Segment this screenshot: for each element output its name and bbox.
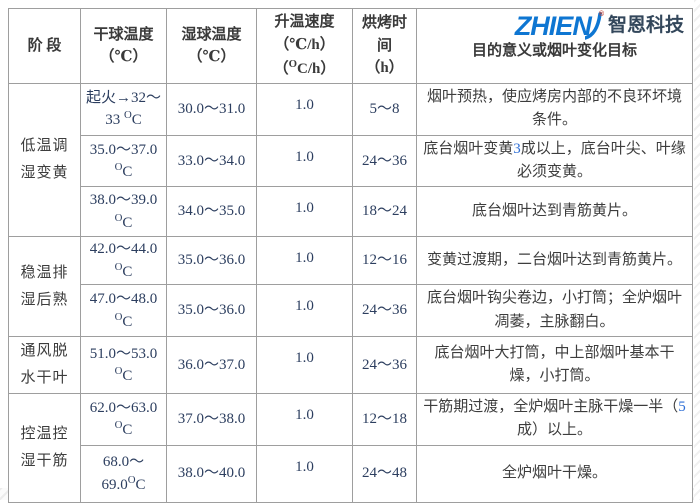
header-dry-line2: （℃） bbox=[99, 49, 148, 65]
table-row: 47.0～48.0 OC 35.0～36.0 1.0 24～36 底台烟叶钩尖卷边… bbox=[9, 284, 693, 337]
time-cell: 12～16 bbox=[352, 236, 417, 285]
dry-bulb-cell: 42.0～44.0 OC bbox=[80, 236, 167, 285]
wet-bulb-cell: 30.0～31.0 bbox=[166, 83, 257, 136]
table-row: 38.0～39.0 OC 34.0～35.0 1.0 18～24 底台烟叶达到青筋… bbox=[9, 186, 693, 237]
rate-cell: 1.0 bbox=[256, 336, 353, 394]
zhien-logo: ZHIEN ® 智恩科技 bbox=[515, 11, 684, 41]
header-purpose-title: 目的意义或烟叶变化目标 bbox=[471, 43, 637, 59]
dry-bulb-cell: 68.0～ 69.0OC bbox=[80, 444, 167, 503]
right-edge-texture bbox=[694, 0, 700, 500]
header-rate-line1: 升温速度 bbox=[274, 14, 335, 31]
purpose-cell: 全炉烟叶干燥。 bbox=[416, 444, 693, 503]
purpose-cell: 干筋期过渡，全炉烟叶主脉干燥一半（5成）以上。 bbox=[416, 393, 693, 446]
zhien-logo-text: ZHIEN bbox=[514, 11, 592, 41]
wet-bulb-cell: 36.0～37.0 bbox=[166, 336, 257, 394]
header-dry-line1: 干球温度 bbox=[93, 26, 154, 43]
purpose-cell: 底台烟叶大打筒，中上部烟叶基本干燥，小打筒。 bbox=[416, 336, 693, 394]
wet-bulb-cell: 35.0～36.0 bbox=[166, 236, 257, 285]
time-cell: 24～36 bbox=[352, 284, 417, 337]
header-heating-rate: 升温速度 （℃/h） （OC/h） bbox=[256, 8, 353, 84]
stage-cell-stabilizing: 稳温排湿后熟 bbox=[8, 236, 81, 337]
rate-cell: 1.0 bbox=[256, 186, 353, 237]
dry-bulb-cell: 62.0～63.0 OC bbox=[80, 393, 167, 446]
time-cell: 18～24 bbox=[352, 186, 417, 237]
tobacco-curing-table: 阶 段 干球温度 （℃） 湿球温度 （℃） 升温速度 （℃/h） （OC/h） … bbox=[8, 8, 693, 503]
wet-bulb-cell: 35.0～36.0 bbox=[166, 284, 257, 337]
time-cell: 24～48 bbox=[352, 444, 417, 503]
rate-cell: 1.0 bbox=[256, 393, 353, 446]
rate-cell: 1.0 bbox=[256, 134, 353, 187]
wet-bulb-cell: 33.0～34.0 bbox=[166, 134, 257, 187]
rate-cell: 1.0 bbox=[256, 83, 353, 136]
header-wet-bulb: 湿球温度 （℃） bbox=[166, 8, 257, 84]
stage-cell-stem-drying: 控温控湿干筋 bbox=[8, 393, 81, 503]
wet-bulb-cell: 34.0～35.0 bbox=[166, 186, 257, 237]
dry-bulb-cell: 47.0～48.0 OC bbox=[80, 284, 167, 337]
header-baking-time: 烘烤时间 （h） bbox=[352, 8, 417, 84]
zhien-logo-chinese: 智恩科技 bbox=[607, 15, 684, 36]
header-rate-line2: （℃/h） bbox=[274, 36, 335, 53]
rate-cell: 1.0 bbox=[256, 284, 353, 337]
purpose-cell: 底台烟叶钩尖卷边，小打筒；全炉烟叶凋萎，主脉翻白。 bbox=[416, 284, 693, 337]
purpose-cell: 底台烟叶变黄3成以上，底台叶尖、叶缘必须变黄。 bbox=[416, 134, 693, 187]
rate-cell: 1.0 bbox=[256, 236, 353, 285]
dry-bulb-cell: 38.0～39.0 OC bbox=[80, 186, 167, 237]
header-time-line1: 烘烤时间 bbox=[361, 15, 407, 54]
stage-cell-ventilating: 通风脱水干叶 bbox=[8, 336, 81, 394]
table-row: 68.0～ 69.0OC 38.0～40.0 1.0 24～48 全炉烟叶干燥。 bbox=[9, 444, 693, 503]
header-rate-line3: （OC/h） bbox=[273, 58, 336, 78]
registered-mark-icon: ® bbox=[598, 11, 604, 18]
logo-swoosh-icon bbox=[584, 12, 602, 40]
wet-bulb-cell: 38.0～40.0 bbox=[166, 444, 257, 503]
time-cell: 5～8 bbox=[352, 83, 417, 136]
header-dry-bulb: 干球温度 （℃） bbox=[80, 8, 167, 84]
header-time-line2: （h） bbox=[365, 60, 404, 77]
dry-bulb-cell: 35.0～37.0 OC bbox=[80, 134, 167, 187]
dry-bulb-cell: 51.0～53.0 OC bbox=[80, 336, 167, 394]
wet-bulb-cell: 37.0～38.0 bbox=[166, 393, 257, 446]
table-row: 低温调湿变黄 起火→32～ 33 OC 30.0～31.0 1.0 5～8 烟叶预… bbox=[8, 83, 693, 237]
purpose-cell: 烟叶预热，使应烤房内部的不良环坏境条件。 bbox=[416, 83, 693, 136]
stage-cell-yellowing: 低温调湿变黄 bbox=[8, 83, 81, 237]
header-wet-line1: 湿球温度 bbox=[181, 26, 242, 43]
dry-bulb-cell: 起火→32～ 33 OC bbox=[80, 83, 167, 136]
rate-cell: 1.0 bbox=[256, 444, 353, 503]
header-wet-line2: （℃） bbox=[187, 49, 236, 65]
header-row: 阶 段 干球温度 （℃） 湿球温度 （℃） 升温速度 （℃/h） （OC/h） … bbox=[8, 8, 693, 84]
header-stage: 阶 段 bbox=[8, 8, 81, 84]
time-cell: 24～36 bbox=[352, 336, 417, 394]
table-row: 35.0～37.0 OC 33.0～34.0 1.0 24～36 底台烟叶变黄3成… bbox=[9, 134, 693, 187]
table-row: 通风脱水干叶 51.0～53.0 OC 36.0～37.0 1.0 24～36 底… bbox=[8, 336, 693, 394]
table-row: 控温控湿干筋 62.0～63.0 OC 37.0～38.0 1.0 12～18 干… bbox=[8, 393, 693, 503]
time-cell: 24～36 bbox=[352, 134, 417, 187]
table-row: 稳温排湿后熟 42.0～44.0 OC 35.0～36.0 1.0 12～16 变… bbox=[8, 236, 693, 337]
header-purpose: ZHIEN ® 智恩科技 目的意义或烟叶变化目标 bbox=[416, 8, 693, 84]
time-cell: 12～18 bbox=[352, 393, 417, 446]
purpose-cell: 底台烟叶达到青筋黄片。 bbox=[416, 186, 693, 237]
purpose-cell: 变黄过渡期，二台烟叶达到青筋黄片。 bbox=[416, 236, 693, 285]
